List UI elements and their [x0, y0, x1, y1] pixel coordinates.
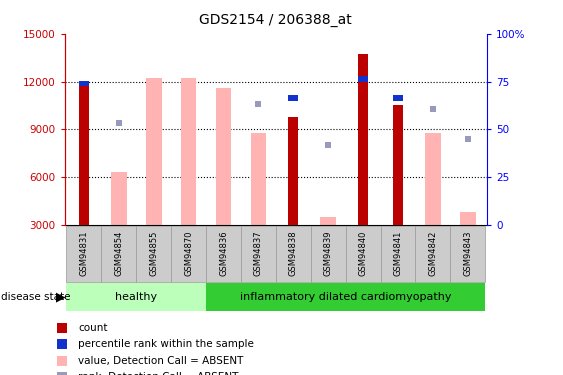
Text: GSM94842: GSM94842 — [428, 231, 437, 276]
Bar — [381, 226, 415, 282]
Bar — [393, 95, 403, 101]
Bar — [346, 226, 381, 282]
Text: disease state: disease state — [1, 292, 70, 302]
Text: count: count — [78, 323, 108, 333]
Bar — [358, 76, 368, 82]
Text: ▶: ▶ — [56, 291, 66, 304]
Bar — [171, 226, 206, 282]
Text: GSM94841: GSM94841 — [394, 231, 403, 276]
Bar — [393, 105, 403, 225]
Bar — [415, 226, 450, 282]
Text: healthy: healthy — [115, 292, 157, 302]
Text: GSM94831: GSM94831 — [79, 231, 88, 276]
Bar — [460, 212, 476, 225]
Text: inflammatory dilated cardiomyopathy: inflammatory dilated cardiomyopathy — [240, 292, 452, 302]
Bar — [66, 283, 206, 311]
Bar — [216, 88, 231, 225]
Text: GSM94855: GSM94855 — [149, 231, 158, 276]
Bar — [320, 217, 336, 225]
Text: GSM94870: GSM94870 — [184, 231, 193, 276]
Bar — [251, 133, 266, 225]
Bar — [136, 226, 171, 282]
Text: GSM94843: GSM94843 — [463, 231, 472, 276]
Text: percentile rank within the sample: percentile rank within the sample — [78, 339, 254, 349]
Bar — [358, 54, 368, 225]
Bar — [206, 226, 241, 282]
Bar — [241, 226, 276, 282]
Bar — [450, 226, 485, 282]
Text: GSM94839: GSM94839 — [324, 231, 333, 276]
Bar — [181, 78, 196, 225]
Bar — [66, 226, 101, 282]
Text: GSM94854: GSM94854 — [114, 231, 123, 276]
Bar — [288, 117, 298, 225]
Bar — [425, 133, 441, 225]
Bar — [206, 283, 485, 311]
Bar — [101, 226, 136, 282]
Text: GSM94836: GSM94836 — [219, 231, 228, 276]
Bar — [111, 172, 127, 225]
Bar — [288, 95, 298, 101]
Bar — [146, 78, 162, 225]
Text: rank, Detection Call = ABSENT: rank, Detection Call = ABSENT — [78, 372, 238, 375]
Bar — [79, 86, 89, 225]
Text: GSM94837: GSM94837 — [254, 231, 263, 276]
Text: GSM94838: GSM94838 — [289, 231, 298, 276]
Bar — [79, 81, 89, 86]
Bar — [311, 226, 346, 282]
Text: GSM94840: GSM94840 — [359, 231, 368, 276]
Bar — [276, 226, 311, 282]
Text: value, Detection Call = ABSENT: value, Detection Call = ABSENT — [78, 356, 243, 366]
Text: GDS2154 / 206388_at: GDS2154 / 206388_at — [199, 13, 352, 27]
